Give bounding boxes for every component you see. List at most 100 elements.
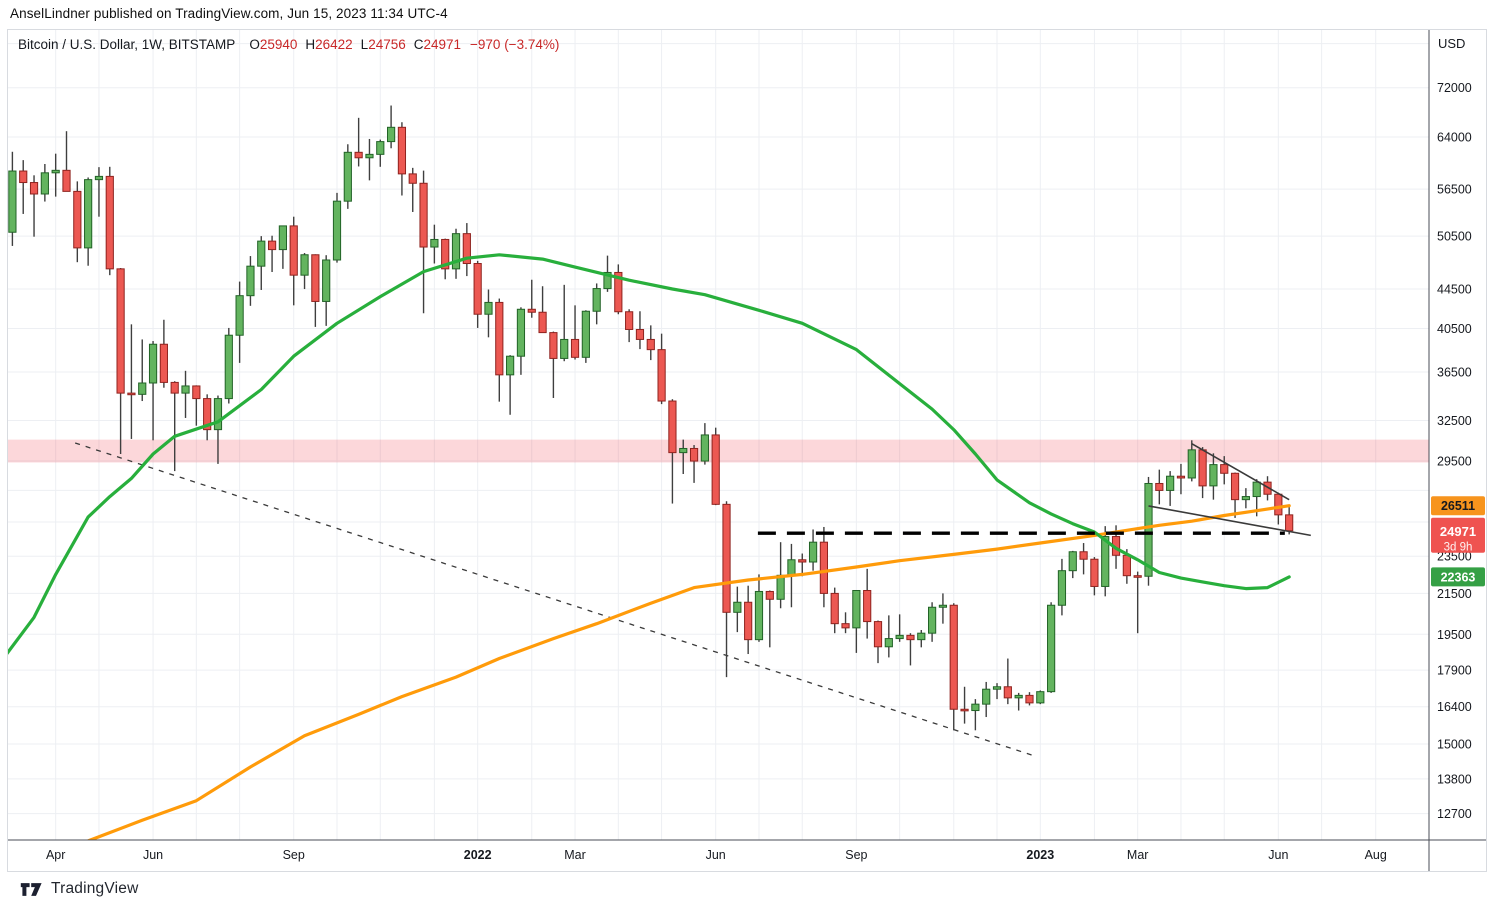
candle[interactable] bbox=[960, 686, 969, 724]
candle[interactable] bbox=[560, 284, 569, 362]
candle[interactable] bbox=[267, 235, 277, 273]
candle[interactable] bbox=[1209, 453, 1218, 500]
candle[interactable] bbox=[895, 614, 904, 642]
candle[interactable] bbox=[181, 370, 190, 418]
candle[interactable] bbox=[127, 324, 136, 439]
candle[interactable] bbox=[73, 181, 82, 263]
candle[interactable] bbox=[105, 166, 114, 276]
candle[interactable] bbox=[625, 309, 634, 343]
candle[interactable] bbox=[430, 224, 439, 264]
candle[interactable] bbox=[754, 574, 764, 642]
candle[interactable] bbox=[1079, 543, 1088, 575]
candle[interactable] bbox=[798, 553, 807, 577]
candle[interactable] bbox=[570, 305, 580, 360]
candle[interactable] bbox=[213, 395, 223, 464]
candle[interactable] bbox=[917, 629, 926, 648]
candle[interactable] bbox=[527, 279, 536, 318]
candle[interactable] bbox=[1133, 571, 1142, 634]
candle[interactable] bbox=[1036, 690, 1045, 705]
candle[interactable] bbox=[971, 699, 980, 731]
candle[interactable] bbox=[884, 615, 893, 658]
candle[interactable] bbox=[246, 256, 255, 306]
candlestick-series[interactable] bbox=[8, 105, 1294, 731]
candle[interactable] bbox=[159, 319, 168, 388]
candle[interactable] bbox=[830, 587, 839, 634]
candle[interactable] bbox=[549, 331, 558, 398]
candle[interactable] bbox=[278, 225, 287, 269]
candle[interactable] bbox=[19, 160, 28, 214]
wedge-upper-line[interactable] bbox=[1191, 442, 1290, 501]
candle[interactable] bbox=[852, 589, 861, 653]
candle[interactable] bbox=[1014, 692, 1023, 711]
candle[interactable] bbox=[224, 327, 233, 404]
candle[interactable] bbox=[1155, 469, 1164, 505]
candle[interactable] bbox=[949, 603, 958, 731]
candle[interactable] bbox=[679, 439, 688, 475]
candle[interactable] bbox=[462, 223, 471, 277]
candle[interactable] bbox=[495, 298, 504, 402]
candle[interactable] bbox=[62, 131, 71, 192]
candle[interactable] bbox=[441, 238, 450, 280]
candle[interactable] bbox=[51, 153, 60, 197]
candle[interactable] bbox=[1003, 658, 1012, 705]
candle[interactable] bbox=[1101, 526, 1110, 597]
candle[interactable] bbox=[8, 151, 17, 246]
candle[interactable] bbox=[1220, 456, 1229, 485]
candle[interactable] bbox=[116, 267, 125, 455]
candle[interactable] bbox=[538, 286, 547, 334]
candle[interactable] bbox=[1047, 602, 1056, 693]
candle[interactable] bbox=[1090, 557, 1099, 596]
candle[interactable] bbox=[1025, 692, 1034, 706]
candle[interactable] bbox=[419, 170, 428, 314]
candle[interactable] bbox=[451, 228, 461, 279]
candle[interactable] bbox=[1187, 440, 1196, 482]
candle[interactable] bbox=[906, 633, 915, 666]
candle[interactable] bbox=[506, 355, 515, 415]
candle[interactable] bbox=[473, 260, 482, 328]
candle[interactable] bbox=[343, 144, 352, 209]
candle[interactable] bbox=[614, 264, 623, 315]
candle[interactable] bbox=[1057, 558, 1067, 616]
candle[interactable] bbox=[722, 501, 731, 678]
candle[interactable] bbox=[592, 283, 601, 325]
candle[interactable] bbox=[689, 445, 699, 483]
candle[interactable] bbox=[873, 620, 883, 664]
candle[interactable] bbox=[203, 394, 212, 441]
candle[interactable] bbox=[982, 681, 991, 718]
candle[interactable] bbox=[1263, 476, 1272, 501]
candle[interactable] bbox=[148, 341, 158, 441]
candle[interactable] bbox=[311, 254, 320, 327]
candle[interactable] bbox=[365, 138, 374, 181]
candle[interactable] bbox=[1166, 471, 1175, 506]
candle[interactable] bbox=[332, 192, 342, 263]
candle[interactable] bbox=[94, 167, 104, 217]
candle[interactable] bbox=[397, 122, 407, 196]
candle[interactable] bbox=[408, 167, 417, 212]
candle[interactable] bbox=[84, 177, 93, 266]
candle[interactable] bbox=[808, 529, 818, 571]
candle[interactable] bbox=[1068, 550, 1077, 579]
ma-50w-line[interactable] bbox=[8, 253, 1291, 661]
ma-200w-line[interactable] bbox=[86, 504, 1291, 841]
candle[interactable] bbox=[765, 590, 774, 648]
candle[interactable] bbox=[322, 255, 331, 326]
price-axis[interactable]: USD 72000 64000 56500 50500 44500 40500 36500 32… bbox=[1431, 36, 1485, 821]
candle[interactable] bbox=[744, 585, 753, 655]
candle[interactable] bbox=[1230, 472, 1240, 518]
downtrend-dashed-line[interactable] bbox=[74, 442, 1038, 758]
candle[interactable] bbox=[635, 311, 645, 350]
candle[interactable] bbox=[138, 339, 147, 402]
plot-area[interactable] bbox=[8, 105, 1429, 841]
candle[interactable] bbox=[1241, 488, 1250, 509]
candle[interactable] bbox=[354, 117, 363, 167]
time-axis[interactable]: Apr Jun Sep 2022 Mar Jun Sep 2023 Mar Jun Aug bbox=[46, 848, 1387, 862]
candle[interactable] bbox=[733, 586, 742, 633]
candle[interactable] bbox=[300, 253, 309, 290]
candle[interactable] bbox=[819, 526, 828, 608]
tradingview-logo[interactable]: TradingView bbox=[20, 880, 139, 898]
candle[interactable] bbox=[657, 333, 666, 405]
candle[interactable] bbox=[289, 216, 298, 306]
candle[interactable] bbox=[668, 399, 677, 504]
candle[interactable] bbox=[484, 289, 493, 338]
candle[interactable] bbox=[1176, 463, 1186, 495]
